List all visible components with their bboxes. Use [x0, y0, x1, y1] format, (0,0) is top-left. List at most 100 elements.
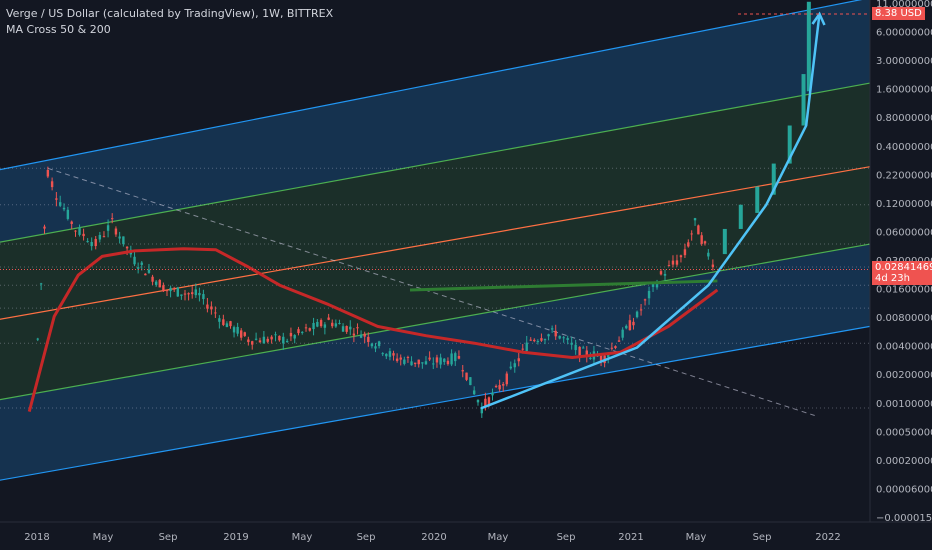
ma-short-line	[409, 279, 718, 292]
candle-body	[202, 294, 205, 300]
projection-bar-2	[755, 186, 760, 213]
price-axis-label: 0.80000000	[876, 113, 932, 124]
candle-body	[651, 284, 655, 287]
time-axis-label: May	[488, 532, 509, 543]
projection-bar-6	[806, 1, 811, 92]
candle-body	[359, 334, 363, 338]
candle-body	[125, 246, 129, 249]
candle-body	[428, 357, 431, 360]
candle-body	[151, 276, 154, 282]
channel-lower-line	[0, 325, 871, 481]
candle-body	[377, 341, 381, 347]
time-axis-label: May	[292, 532, 313, 543]
price-axis-label: 1.60000000	[876, 85, 932, 96]
candle-body	[140, 262, 143, 265]
candle-body	[439, 357, 442, 365]
candle-body	[543, 339, 547, 341]
price-axis-label: 0.00800000	[876, 313, 932, 324]
candle-body	[229, 321, 232, 327]
candle-body	[406, 357, 410, 359]
time-axis-label: 2021	[618, 532, 643, 543]
price-axis-label: 0.12000000	[876, 199, 932, 210]
candle-body	[187, 293, 190, 295]
candle-body	[424, 361, 428, 365]
candle-body	[222, 319, 225, 325]
candle-body	[78, 227, 81, 235]
projection-bar-0	[722, 228, 727, 255]
candle-body	[480, 407, 483, 414]
channel-upper-line	[0, 0, 863, 171]
candle-body	[251, 341, 254, 345]
candle-body	[154, 281, 158, 285]
price-axis-label: 6.00000000	[876, 28, 932, 39]
candle-body	[639, 309, 643, 311]
candle-body	[122, 236, 125, 245]
candle-body	[589, 357, 592, 360]
candle-body	[327, 317, 330, 320]
candle-body	[509, 366, 512, 369]
candle-body	[270, 336, 273, 340]
candle-body	[502, 384, 505, 386]
candle-body	[621, 329, 624, 338]
candle-body	[214, 312, 217, 314]
candle-body	[599, 354, 603, 361]
candle-body	[491, 392, 494, 396]
candle-body	[399, 357, 402, 360]
channel-band-lower	[0, 244, 870, 481]
ma-long-line	[27, 247, 719, 412]
candle-body	[118, 236, 121, 239]
time-axis-label: 2019	[223, 532, 248, 543]
candle-body	[421, 362, 424, 364]
candle-body	[671, 260, 675, 265]
channel-upper-mid-line	[0, 82, 871, 243]
candle-body	[566, 338, 569, 340]
candle-body	[225, 323, 229, 328]
candle-body	[43, 226, 46, 229]
candle-body	[388, 351, 392, 357]
candle-body	[50, 181, 54, 188]
candle-body	[570, 342, 573, 345]
candle-body	[517, 358, 520, 362]
candle-body	[457, 356, 461, 359]
candle-body	[304, 327, 308, 329]
candle-body	[487, 397, 491, 406]
candle-body	[550, 328, 554, 330]
candle-body	[243, 332, 246, 336]
candle-body	[341, 326, 345, 332]
candle-body	[392, 353, 395, 356]
candle-body	[90, 242, 93, 247]
candle-body	[585, 350, 588, 357]
candle-body	[114, 228, 118, 235]
candle-body	[319, 320, 323, 327]
price-axis-label: 0.00050000	[876, 427, 932, 438]
candle-body	[169, 287, 172, 292]
candle-body	[331, 322, 334, 327]
candle-body	[293, 335, 296, 339]
candle-body	[206, 304, 209, 309]
candle-body	[39, 283, 43, 285]
price-axis-label: 0.00020000	[876, 456, 932, 467]
candle-body	[262, 336, 266, 344]
time-axis-label: May	[686, 532, 707, 543]
candle-body	[133, 256, 136, 265]
channel-center-line	[0, 166, 871, 320]
candle-body	[540, 338, 543, 341]
candle-body	[158, 280, 161, 288]
candle-body	[218, 318, 221, 322]
price-axis-label: −0.00001550	[876, 513, 932, 524]
candle-body	[679, 255, 683, 258]
candle-body	[525, 342, 528, 351]
channel-lower-mid-line	[0, 243, 871, 401]
candle-body	[247, 339, 250, 343]
symbol-title: Verge / US Dollar (calculated by Trading…	[6, 7, 334, 20]
price-axis-label: 11.00000000	[876, 0, 932, 10]
time-axis-label: 2018	[24, 532, 49, 543]
arc-arrow-head	[811, 11, 826, 26]
parabolic-arc	[480, 12, 821, 410]
candle-body	[46, 169, 50, 177]
candle-body	[454, 353, 457, 362]
candle-body	[36, 338, 39, 340]
chart-legend: Verge / US Dollar (calculated by Trading…	[6, 6, 333, 38]
